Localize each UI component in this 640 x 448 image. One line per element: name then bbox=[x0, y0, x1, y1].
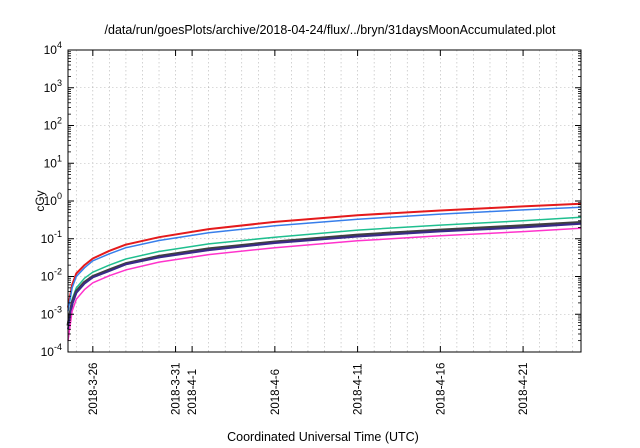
y-tick-label: 10-2 bbox=[41, 267, 62, 284]
x-tick-label: 2018-3-26 bbox=[88, 363, 100, 415]
y-tick-label: 104 bbox=[44, 40, 62, 57]
x-tick-label: 2018-4-21 bbox=[518, 363, 530, 415]
data-series bbox=[66, 202, 582, 341]
x-tick-label: 2018-4-6 bbox=[270, 369, 282, 415]
grid-lines bbox=[68, 50, 581, 352]
x-axis-ticks: 2018-3-26 2018-3-31 2018-4-1 2018-4-6 2018-4… bbox=[88, 50, 530, 415]
x-tick-label: 2018-4-16 bbox=[435, 363, 447, 415]
y-tick-label: 100 bbox=[44, 191, 62, 208]
x-tick-label: 2018-4-1 bbox=[187, 369, 199, 415]
series-line bbox=[67, 227, 582, 341]
y-axis-label: cGy bbox=[33, 190, 47, 211]
y-tick-label: 103 bbox=[44, 78, 62, 95]
y-tick-label: 10-1 bbox=[41, 229, 62, 246]
plot-frame bbox=[67, 49, 582, 353]
series-line bbox=[67, 216, 582, 323]
series-line bbox=[67, 202, 582, 308]
y-tick-label: 102 bbox=[44, 116, 62, 133]
y-tick-label: 10-3 bbox=[41, 304, 62, 321]
y-tick-label: 10-4 bbox=[41, 342, 62, 359]
series-line bbox=[67, 206, 582, 312]
y-axis-ticks: 10-4 10-3 10-2 10-1 100 101 102 103 104 bbox=[41, 40, 581, 359]
series-line bbox=[67, 222, 582, 330]
x-tick-label: 2018-3-31 bbox=[171, 363, 183, 415]
chart-title: /data/run/goesPlots/archive/2018-04-24/f… bbox=[105, 23, 556, 37]
y-tick-label: 101 bbox=[44, 153, 62, 170]
x-axis-label: Coordinated Universal Time (UTC) bbox=[227, 430, 419, 444]
x-tick-label: 2018-4-11 bbox=[353, 363, 365, 415]
